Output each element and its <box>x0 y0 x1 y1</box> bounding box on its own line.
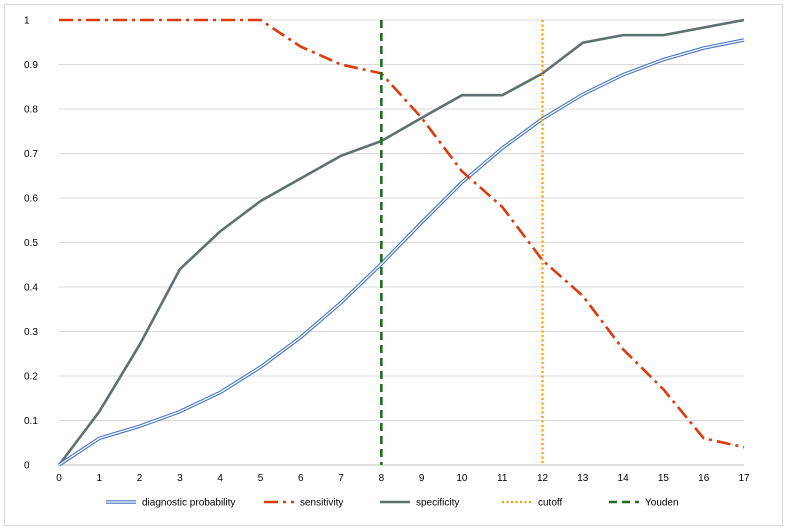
y-tick-label: 0.2 <box>24 372 38 383</box>
x-tick-label: 0 <box>56 473 62 484</box>
series-sensitivity <box>59 18 745 449</box>
y-tick-label: 0.3 <box>24 327 38 338</box>
x-tick-label: 1 <box>97 473 103 484</box>
x-tick-label: 3 <box>177 473 183 484</box>
x-tick-label: 6 <box>298 473 304 484</box>
legend-label: Youden <box>645 498 679 509</box>
legend-item-sensitivity: sensitivity <box>264 498 343 509</box>
x-tick-label: 14 <box>618 473 630 484</box>
x-tick-label: 7 <box>338 473 344 484</box>
x-tick-label: 8 <box>379 473 385 484</box>
legend: diagnostic probability sensitivity specifi… <box>106 498 679 509</box>
legend-item-youden: Youden <box>609 498 679 509</box>
x-tick-label: 12 <box>537 473 549 484</box>
gridlines <box>59 19 744 466</box>
legend-label: sensitivity <box>300 498 343 509</box>
x-tick-label: 13 <box>577 473 589 484</box>
legend-label: cutoff <box>538 498 562 509</box>
x-tick-label: 15 <box>658 473 670 484</box>
x-tick-label: 10 <box>456 473 468 484</box>
y-tick-label: 0.5 <box>24 238 38 249</box>
y-tick-label: 0.9 <box>24 60 38 71</box>
y-tick-label: 0 <box>24 461 30 472</box>
legend-label: specificity <box>416 498 459 509</box>
x-tick-label: 11 <box>497 473 508 484</box>
y-tick-label: 0.1 <box>24 416 38 427</box>
chart-frame <box>4 4 783 526</box>
legend-label: diagnostic probability <box>142 498 235 509</box>
legend-item-diagnostic-probability: diagnostic probability <box>106 498 235 509</box>
y-axis-ticks: 0 0.1 0.2 0.3 0.4 0.5 0.6 0.7 0.8 0.9 1 <box>24 16 38 472</box>
y-tick-label: 1 <box>24 16 30 27</box>
series-specificity <box>57 18 745 466</box>
vertical-reference-lines <box>380 20 544 465</box>
series-diagnostic-probability-inner <box>58 39 745 466</box>
series-lines <box>57 18 745 467</box>
y-tick-label: 0.4 <box>24 283 38 294</box>
x-axis-ticks: 0 1 2 3 4 5 6 7 8 9 10 11 12 13 14 15 16 17 <box>56 473 750 484</box>
x-tick-label: 16 <box>698 473 710 484</box>
y-tick-label: 0.7 <box>24 149 38 160</box>
x-tick-label: 9 <box>419 473 425 484</box>
legend-item-cutoff: cutoff <box>502 498 562 509</box>
x-tick-label: 4 <box>217 473 223 484</box>
legend-item-specificity: specificity <box>380 498 459 509</box>
series-diagnostic-probability <box>58 38 745 467</box>
x-tick-label: 5 <box>258 473 264 484</box>
x-tick-label: 17 <box>738 473 750 484</box>
y-tick-label: 0.6 <box>24 194 38 205</box>
x-tick-label: 2 <box>137 473 143 484</box>
y-tick-label: 0.8 <box>24 105 38 116</box>
